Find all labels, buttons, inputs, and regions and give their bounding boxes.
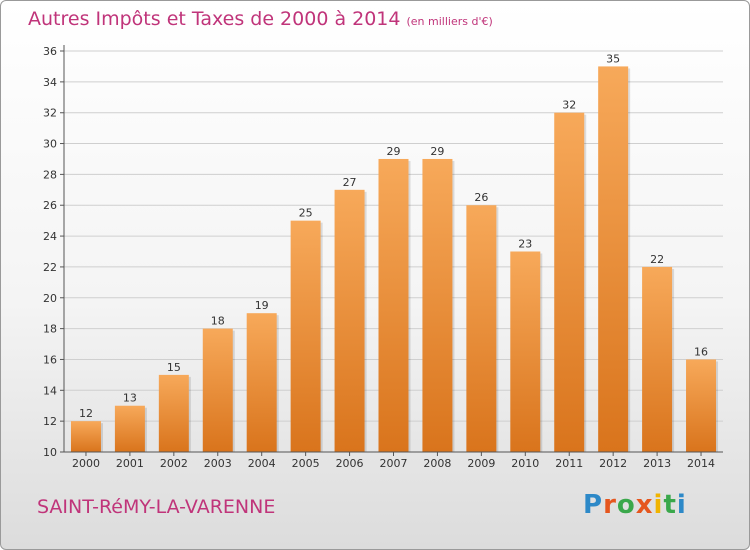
y-tick-label: 12 [43, 415, 57, 428]
bar-2013 [642, 266, 673, 452]
x-tick-label-2013: 2013 [643, 457, 671, 470]
bar-2011 [554, 112, 585, 452]
bar-2005 [290, 220, 321, 452]
x-tick-label-2011: 2011 [555, 457, 583, 470]
x-tick-label-2014: 2014 [687, 457, 715, 470]
y-tick-label: 36 [43, 45, 57, 58]
logo-letter: i [676, 490, 687, 520]
value-label-2010: 23 [518, 238, 532, 251]
y-tick-label: 14 [43, 384, 57, 397]
bar-2008 [422, 158, 453, 452]
value-label-2005: 25 [299, 207, 313, 220]
logo-letter: P [583, 490, 604, 520]
bar-2003 [202, 328, 233, 452]
bar-2000 [70, 421, 101, 452]
bar-2006 [334, 189, 365, 453]
x-tick-label-2005: 2005 [292, 457, 320, 470]
y-tick-label: 22 [43, 261, 57, 274]
commune-name: SAINT-RéMY-LA-VARENNE [37, 496, 276, 518]
bar-2002 [158, 374, 189, 452]
bar-2004 [246, 313, 277, 452]
y-tick-label: 32 [43, 107, 57, 120]
logo-letter: x [635, 490, 654, 520]
x-tick-label-2008: 2008 [423, 457, 451, 470]
x-tick-label-2003: 2003 [204, 457, 232, 470]
x-tick-label-2002: 2002 [160, 457, 188, 470]
x-tick-label-2006: 2006 [336, 457, 364, 470]
value-label-2006: 27 [343, 176, 357, 189]
y-tick-label: 30 [43, 138, 57, 151]
logo-letter: i [653, 490, 664, 520]
x-tick-label-2007: 2007 [380, 457, 408, 470]
value-label-2007: 29 [387, 145, 401, 158]
value-label-2008: 29 [430, 145, 444, 158]
unit-note: (en milliers d'€) [406, 15, 493, 28]
logo-letter: t [663, 490, 677, 520]
value-label-2003: 18 [211, 315, 225, 328]
bar-2009 [466, 205, 497, 452]
axes [60, 45, 723, 456]
y-tick-label: 10 [43, 446, 57, 459]
x-tick-label-2012: 2012 [599, 457, 627, 470]
bar-2010 [510, 251, 541, 452]
value-label-2011: 32 [562, 99, 576, 112]
value-label-2012: 35 [606, 52, 620, 65]
y-tick-label: 24 [43, 230, 57, 243]
value-label-2009: 26 [474, 191, 488, 204]
value-label-2001: 13 [123, 392, 137, 405]
y-tick-label: 26 [43, 199, 57, 212]
bar-2001 [114, 405, 145, 452]
y-tick-label: 34 [43, 76, 57, 89]
value-label-2014: 16 [694, 345, 708, 358]
x-tick-label-2000: 2000 [72, 457, 100, 470]
value-label-2013: 22 [650, 253, 664, 266]
labels: 10 12 14 16 18 20 22 24 26 28 30 32 34 36 12 2000 13 2001… [43, 45, 715, 470]
x-tick-label-2001: 2001 [116, 457, 144, 470]
x-tick-label-2010: 2010 [511, 457, 539, 470]
chart-title-text: Autres Impôts et Taxes de 2000 à 2014 [28, 8, 401, 30]
chart-title: Autres Impôts et Taxes de 2000 à 2014 (en… [28, 8, 493, 30]
bars [70, 66, 719, 453]
value-label-2000: 12 [79, 407, 93, 420]
proxiti-logo[interactable]: Proxiti [583, 490, 687, 520]
logo-letter: o [616, 490, 636, 520]
bar-2014 [686, 359, 717, 452]
value-label-2004: 19 [255, 299, 269, 312]
bar-2012 [598, 66, 629, 452]
x-tick-label-2009: 2009 [467, 457, 495, 470]
bar-2007 [378, 158, 409, 452]
value-label-2002: 15 [167, 361, 181, 374]
y-tick-label: 18 [43, 323, 57, 336]
y-tick-label: 28 [43, 168, 57, 181]
logo-letter: r [603, 490, 617, 520]
y-tick-label: 20 [43, 292, 57, 305]
x-tick-label-2004: 2004 [248, 457, 276, 470]
y-tick-label: 16 [43, 353, 57, 366]
